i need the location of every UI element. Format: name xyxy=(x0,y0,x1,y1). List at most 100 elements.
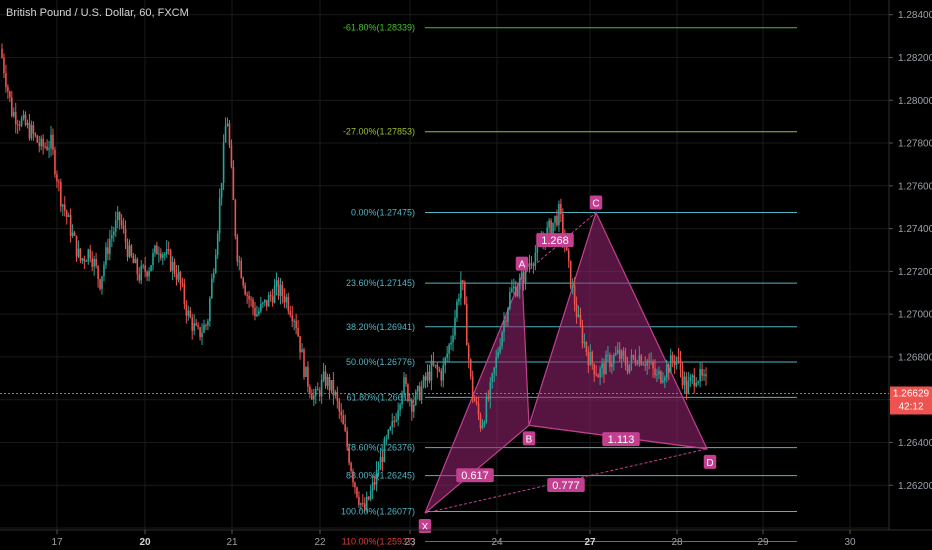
time-tick-label: 27 xyxy=(584,537,596,548)
candle-body xyxy=(701,368,703,376)
candle-body xyxy=(409,399,411,401)
candle-body xyxy=(109,238,111,254)
candle-body xyxy=(320,379,323,397)
candle-body xyxy=(534,252,537,265)
candle-body xyxy=(134,259,137,264)
candle-body xyxy=(703,374,705,376)
candle-body xyxy=(263,299,266,303)
ratio-xb-bg xyxy=(456,468,494,483)
candle-body xyxy=(301,349,303,353)
candle-body xyxy=(579,314,582,326)
candle-body xyxy=(562,214,564,239)
candle-body xyxy=(5,73,7,88)
candle-body xyxy=(389,427,392,430)
candle-body xyxy=(358,496,360,505)
candle-body xyxy=(630,355,633,364)
price-tick-label: 1.27600 xyxy=(898,181,932,192)
candle-body xyxy=(473,397,476,402)
candle-body xyxy=(444,357,446,366)
candle-body xyxy=(691,375,694,378)
candle-body xyxy=(293,320,295,322)
candle-body xyxy=(662,380,664,383)
candle-body xyxy=(495,356,497,368)
candle-body xyxy=(583,342,586,344)
candle-body xyxy=(609,354,611,367)
price-tick-label: 1.27200 xyxy=(898,267,932,278)
candle-body xyxy=(348,447,350,464)
candle-body xyxy=(636,363,639,365)
candle-body xyxy=(405,377,407,385)
candle-body xyxy=(454,317,456,336)
candle-body xyxy=(175,273,178,280)
candle-body xyxy=(656,374,658,376)
ratio-xb-text: 0.617 xyxy=(461,470,489,482)
candle-body xyxy=(297,328,299,337)
candle-body xyxy=(269,294,272,297)
candle-body xyxy=(591,351,594,364)
ratio-bd: 1.113 xyxy=(602,432,640,447)
candle-body xyxy=(356,487,358,497)
candle-body xyxy=(279,284,282,297)
candle-body xyxy=(234,200,237,237)
candle-body xyxy=(14,111,17,124)
candle-body xyxy=(203,324,205,333)
candle-body xyxy=(399,404,401,411)
candle-body xyxy=(403,377,405,394)
ratio-xd-text: 0.777 xyxy=(552,480,580,492)
candle-body xyxy=(462,280,464,283)
price-tick-label: 1.26800 xyxy=(898,352,932,363)
candle-body xyxy=(391,421,394,428)
candle-body xyxy=(324,371,327,386)
candle-body xyxy=(44,146,46,148)
candle-body xyxy=(67,215,70,217)
ratio-ac: 1.268 xyxy=(536,233,574,248)
candle-body xyxy=(548,220,550,228)
price-tick-label: 1.27800 xyxy=(898,139,932,150)
candle-body xyxy=(607,354,609,356)
candle-body xyxy=(485,396,488,423)
point-b-label-text: B xyxy=(526,434,533,445)
candle-body xyxy=(585,342,588,353)
time-axis[interactable]: 17 20 21 22 23 24 27 28 29 30 xyxy=(51,530,856,548)
bar-countdown: 42:12 xyxy=(898,401,923,412)
candle-body xyxy=(413,404,415,412)
candle-body xyxy=(183,284,186,304)
candle-body xyxy=(346,431,348,448)
candle-body xyxy=(571,285,574,288)
price-axis[interactable]: 1.28400 1.28200 1.28000 1.27800 1.27600 1.274… xyxy=(889,10,932,492)
candle-body xyxy=(114,220,117,232)
candle-body xyxy=(475,401,478,404)
candle-body xyxy=(11,97,13,117)
candle-body xyxy=(452,335,454,343)
candle-body xyxy=(154,245,156,253)
candle-body xyxy=(697,381,699,383)
candle-body xyxy=(418,386,421,400)
candle-body xyxy=(142,265,144,267)
candle-body xyxy=(112,231,115,236)
time-tick-label: 23 xyxy=(404,537,416,548)
candle-body xyxy=(116,212,119,221)
candle-body xyxy=(395,419,397,422)
candle-body xyxy=(440,370,443,381)
candle-body xyxy=(597,375,599,378)
candle-body xyxy=(428,371,431,381)
candle-body xyxy=(248,295,250,300)
candle-body xyxy=(226,123,229,127)
candle-body xyxy=(430,360,433,381)
candle-body xyxy=(611,363,613,367)
candle-body xyxy=(650,361,652,363)
candle-body xyxy=(550,220,552,235)
candle-body xyxy=(7,87,9,92)
candle-body xyxy=(683,376,686,386)
candle-body xyxy=(685,376,688,394)
candle-body xyxy=(85,260,88,262)
candle-body xyxy=(150,265,152,271)
symbol-title[interactable]: British Pound / U.S. Dollar, 60, FXCM xyxy=(6,7,189,19)
candle-body xyxy=(587,352,590,366)
candle-body xyxy=(169,250,172,271)
candle-body xyxy=(132,255,135,264)
candle-body xyxy=(442,365,445,381)
point-a-label: A xyxy=(515,256,529,271)
candle-body xyxy=(601,363,603,369)
